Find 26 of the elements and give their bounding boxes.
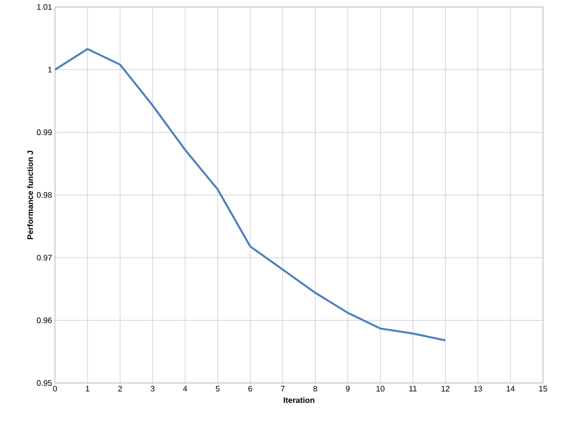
x-tick-label: 15 — [539, 386, 548, 392]
x-axis-title: Iteration — [284, 397, 314, 403]
x-tick-label: 4 — [183, 386, 188, 392]
y-tick-label: 0.95 — [36, 380, 52, 386]
y-tick-label: 0.96 — [36, 318, 52, 324]
x-tick-label: 9 — [346, 386, 350, 392]
x-tick-label: 6 — [248, 386, 252, 392]
x-tick-label: 2 — [118, 386, 122, 392]
x-tick-label: 1 — [86, 386, 90, 392]
y-tick-label: 1.01 — [37, 4, 52, 10]
x-tick-label: 13 — [474, 386, 482, 392]
x-tick-label: 12 — [442, 386, 450, 392]
x-tick-label: 11 — [409, 386, 417, 392]
x-tick-label: 10 — [376, 386, 384, 392]
y-tick-label: 0.97 — [36, 254, 52, 260]
y-axis-title: Performance function J — [27, 150, 34, 240]
y-tick-label: 0.99 — [36, 130, 52, 136]
y-tick-label: 0.98 — [36, 192, 52, 198]
x-tick-label: 14 — [506, 386, 515, 392]
x-tick-label: 3 — [150, 386, 154, 392]
x-tick-label: 7 — [280, 386, 285, 392]
line-series — [55, 48, 446, 342]
x-tick-label: 8 — [313, 386, 318, 392]
y-tick-label: 1 — [48, 66, 52, 72]
x-tick-label: 0 — [53, 386, 57, 392]
x-tick-label: 5 — [216, 386, 220, 392]
